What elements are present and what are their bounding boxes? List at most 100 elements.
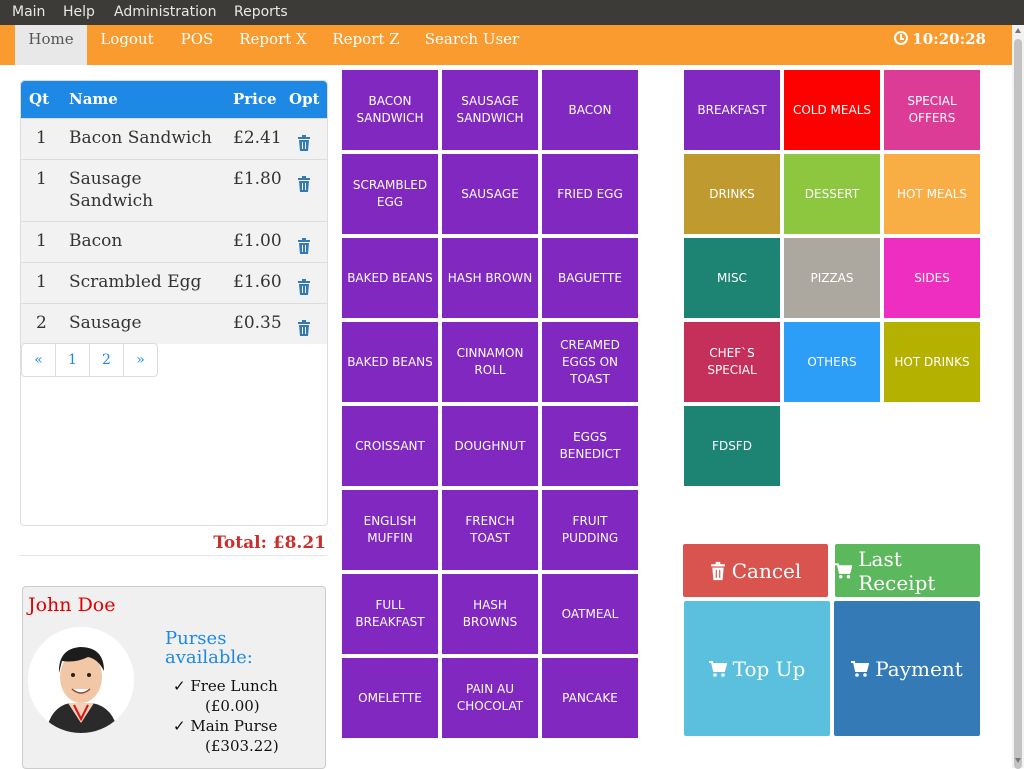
product-tile[interactable]: SAUSAGE: [442, 154, 538, 234]
nav-home[interactable]: Home: [15, 25, 87, 65]
product-tile[interactable]: CREAMED EGGS ON TOAST: [542, 322, 638, 402]
category-tile-fdsfd[interactable]: FDSFD: [684, 406, 780, 486]
row-qt: 1: [36, 272, 47, 292]
category-tile-breakfast[interactable]: BREAKFAST: [684, 70, 780, 150]
cart-icon: [851, 660, 870, 677]
row-qt: 1: [36, 128, 47, 148]
purse-amount: (£303.22): [205, 737, 279, 755]
product-tile[interactable]: FULL BREAKFAST: [342, 574, 438, 654]
trash-icon[interactable]: [297, 135, 311, 151]
nav-pos[interactable]: POS: [180, 30, 214, 48]
category-tile-dessert[interactable]: DESSERT: [784, 154, 880, 234]
header-price: Price: [233, 90, 277, 108]
category-tile-hot-drinks[interactable]: HOT DRINKS: [884, 322, 980, 402]
user-photo: [28, 627, 134, 733]
row-qt: 1: [36, 169, 47, 189]
category-tile-sides[interactable]: SIDES: [884, 238, 980, 318]
payment-button[interactable]: Payment: [834, 601, 980, 736]
row-name: Sausage: [69, 313, 142, 333]
product-tile[interactable]: FRENCH TOAST: [442, 490, 538, 570]
product-tile[interactable]: PAIN AU CHOCOLAT: [442, 658, 538, 738]
trash-icon[interactable]: [297, 238, 311, 254]
row-name: Scrambled Egg: [69, 272, 202, 292]
product-tile[interactable]: CINNAMON ROLL: [442, 322, 538, 402]
order-row: 2 Sausage £0.35: [21, 303, 327, 344]
top-up-button[interactable]: Top Up: [684, 601, 830, 736]
header-name: Name: [69, 90, 118, 108]
product-tile[interactable]: FRUIT PUDDING: [542, 490, 638, 570]
row-qt: 2: [36, 313, 47, 333]
row-price: £1.80: [233, 169, 282, 189]
product-tile[interactable]: BAGUETTE: [542, 238, 638, 318]
row-name: Bacon Sandwich: [69, 128, 212, 148]
category-tile-drinks[interactable]: DRINKS: [684, 154, 780, 234]
product-tile[interactable]: BACON SANDWICH: [342, 70, 438, 150]
purse-name: ✓ Main Purse: [173, 717, 278, 735]
cancel-button[interactable]: Cancel: [683, 544, 828, 597]
purse-name: ✓ Free Lunch: [173, 677, 278, 695]
pagination-page-1[interactable]: 1: [55, 344, 89, 376]
user-card: John Doe Purses available: ✓ Free Lunch …: [22, 586, 326, 769]
clock-icon: [894, 31, 909, 45]
category-tile-others[interactable]: OTHERS: [784, 322, 880, 402]
category-tile-chefs-special[interactable]: CHEF`S SPECIAL: [684, 322, 780, 402]
purse-amount: (£0.00): [205, 697, 260, 715]
menu-administration[interactable]: Administration: [114, 4, 217, 20]
pagination-prev[interactable]: «: [34, 352, 43, 368]
product-tile[interactable]: BAKED BEANS: [342, 238, 438, 318]
product-tile[interactable]: ENGLISH MUFFIN: [342, 490, 438, 570]
product-tile[interactable]: SCRAMBLED EGG: [342, 154, 438, 234]
purses-title: Purses available:: [165, 628, 253, 668]
order-table-header: Qt Name Price Opt: [21, 81, 327, 118]
order-row: 1 Bacon Sandwich £2.41: [21, 118, 327, 159]
navbar: Home Logout POS Report X Report Z Search…: [0, 25, 1012, 65]
menu-reports[interactable]: Reports: [234, 4, 288, 20]
pagination-next[interactable]: »: [123, 344, 157, 376]
row-name: Sausage Sandwich: [69, 169, 154, 211]
category-tile-pizzas[interactable]: PIZZAS: [784, 238, 880, 318]
nav-report-z[interactable]: Report Z: [332, 30, 400, 48]
divider: [20, 555, 327, 556]
scrollbar[interactable]: [1012, 25, 1024, 769]
row-name: Bacon: [69, 231, 123, 251]
row-price: £2.41: [233, 128, 282, 148]
product-tile[interactable]: HASH BROWNS: [442, 574, 538, 654]
category-tile-misc[interactable]: MISC: [684, 238, 780, 318]
product-tile[interactable]: HASH BROWN: [442, 238, 538, 318]
product-tile[interactable]: EGGS BENEDICT: [542, 406, 638, 486]
product-tile[interactable]: SAUSAGE SANDWICH: [442, 70, 538, 150]
product-tile[interactable]: BAKED BEANS: [342, 322, 438, 402]
nav-report-x[interactable]: Report X: [239, 30, 307, 48]
category-tile-cold-meals[interactable]: COLD MEALS: [784, 70, 880, 150]
product-tile[interactable]: DOUGHNUT: [442, 406, 538, 486]
trash-icon[interactable]: [297, 320, 311, 336]
menu-help[interactable]: Help: [63, 4, 95, 20]
scrollbar-thumb[interactable]: [1014, 39, 1022, 769]
row-price: £1.60: [233, 272, 282, 292]
category-tile-special-offers[interactable]: SPECIAL OFFERS: [884, 70, 980, 150]
nav-logout[interactable]: Logout: [100, 30, 154, 48]
last-receipt-button[interactable]: Last Receipt: [835, 544, 980, 597]
header-opt: Opt: [289, 90, 320, 108]
product-tile[interactable]: BACON: [542, 70, 638, 150]
nav-search-user[interactable]: Search User: [424, 30, 520, 48]
scroll-down-arrow-icon[interactable]: [1015, 758, 1021, 763]
product-tile[interactable]: FRIED EGG: [542, 154, 638, 234]
avatar: [28, 627, 134, 733]
product-tile[interactable]: OATMEAL: [542, 574, 638, 654]
cart-icon: [835, 562, 853, 578]
menu-main[interactable]: Main: [12, 4, 46, 20]
scroll-up-arrow-icon[interactable]: [1015, 28, 1021, 33]
product-tile[interactable]: CROISSANT: [342, 406, 438, 486]
product-tile[interactable]: PANCAKE: [542, 658, 638, 738]
payment-label: Payment: [875, 656, 963, 681]
category-tile-hot-meals[interactable]: HOT MEALS: [884, 154, 980, 234]
trash-icon[interactable]: [297, 279, 311, 295]
order-panel: Qt Name Price Opt 1 Bacon Sandwich £2.41…: [20, 80, 328, 526]
pagination-page-2[interactable]: 2: [89, 344, 123, 376]
trash-icon[interactable]: [297, 176, 311, 192]
cart-icon: [708, 660, 727, 677]
order-row: 1 Scrambled Egg £1.60: [21, 262, 327, 303]
pagination: « 1 2 »: [21, 343, 158, 377]
product-tile[interactable]: OMELETTE: [342, 658, 438, 738]
